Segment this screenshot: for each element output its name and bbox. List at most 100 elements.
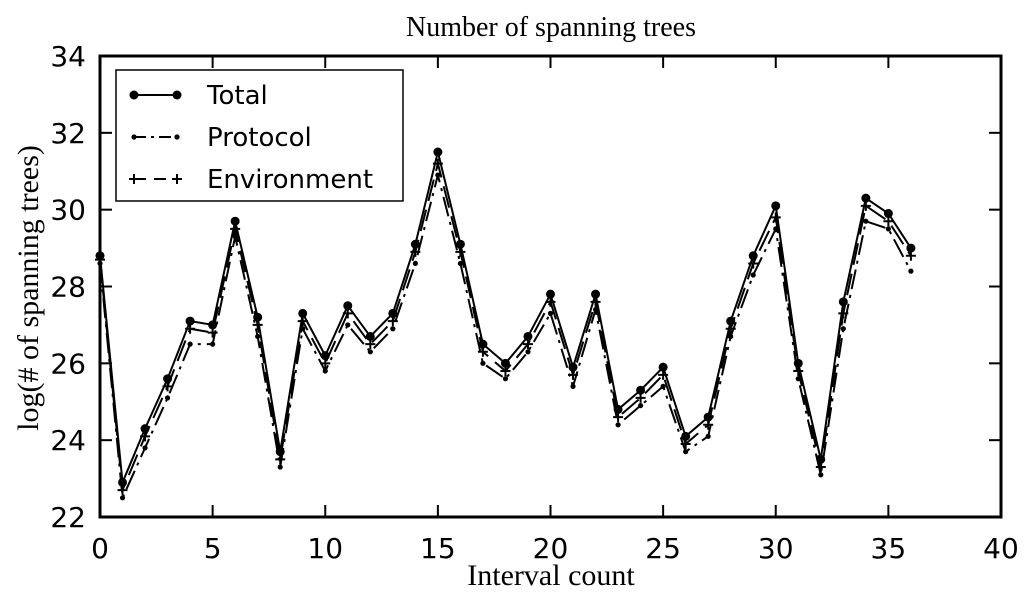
data-point-environment bbox=[883, 216, 894, 227]
x-tick-label: 15 bbox=[420, 532, 456, 565]
series-environment bbox=[95, 158, 916, 496]
series-line-protocol bbox=[99, 174, 912, 499]
plot-area-frame bbox=[98, 54, 1003, 519]
data-point-protocol bbox=[142, 445, 148, 451]
data-point-environment bbox=[748, 258, 759, 269]
legend-marker-environment bbox=[129, 174, 139, 184]
legend-item-total: Total bbox=[129, 81, 268, 111]
data-point-protocol bbox=[277, 464, 283, 470]
data-point-total bbox=[681, 431, 691, 441]
y-tick-label: 30 bbox=[50, 194, 86, 227]
data-point-environment bbox=[117, 485, 128, 496]
data-point-protocol bbox=[255, 333, 261, 340]
data-point-protocol bbox=[615, 422, 621, 428]
data-point-environment bbox=[793, 366, 804, 377]
ticks-layer: 0 5 10 15 20 25 30 35 40 22 24 26 28 30 32 34 bbox=[50, 40, 1018, 565]
data-point-total bbox=[546, 289, 555, 299]
legend-marker-environment bbox=[172, 174, 182, 184]
x-tick-label: 5 bbox=[204, 532, 222, 565]
data-point-environment bbox=[252, 319, 263, 330]
data-point-environment bbox=[725, 323, 736, 334]
data-point-environment bbox=[140, 431, 151, 442]
data-point-total bbox=[433, 147, 443, 157]
data-point-protocol bbox=[840, 326, 846, 332]
data-point-total bbox=[343, 301, 353, 311]
series-line-environment bbox=[99, 162, 912, 492]
data-point-environment bbox=[860, 200, 871, 211]
data-point-environment bbox=[545, 296, 556, 307]
legend-label-protocol: Protocol bbox=[207, 123, 312, 153]
data-point-environment bbox=[815, 462, 826, 473]
data-point-protocol bbox=[187, 341, 193, 347]
data-point-total bbox=[455, 239, 465, 249]
data-point-protocol bbox=[322, 368, 328, 374]
data-point-protocol bbox=[570, 383, 576, 389]
data-point-environment bbox=[905, 250, 916, 261]
series-total bbox=[95, 147, 916, 487]
data-point-environment bbox=[770, 212, 781, 223]
data-point-total bbox=[861, 193, 871, 203]
data-point-environment bbox=[568, 369, 579, 380]
data-point-environment bbox=[387, 316, 398, 327]
data-point-protocol bbox=[547, 310, 554, 316]
legend-items: Total Protocol Environment bbox=[129, 81, 373, 195]
data-point-protocol bbox=[638, 402, 644, 409]
data-point-environment bbox=[477, 346, 488, 357]
data-point-total bbox=[771, 201, 781, 211]
series-protocol bbox=[97, 172, 914, 501]
series-layer bbox=[95, 147, 916, 501]
data-point-protocol bbox=[210, 341, 216, 347]
data-point-protocol bbox=[435, 172, 441, 178]
data-point-protocol bbox=[390, 326, 396, 332]
legend-marker-protocol bbox=[131, 134, 137, 140]
x-tick-label: 40 bbox=[983, 532, 1019, 565]
data-point-total bbox=[838, 297, 848, 307]
x-tick-label: 20 bbox=[533, 532, 569, 565]
data-point-environment bbox=[838, 308, 849, 319]
data-point-total bbox=[523, 331, 533, 341]
data-point-environment bbox=[207, 327, 218, 338]
data-point-total bbox=[906, 243, 916, 253]
y-tick-label: 26 bbox=[50, 347, 86, 380]
data-point-environment bbox=[410, 246, 421, 257]
data-point-protocol bbox=[885, 226, 891, 232]
data-point-total bbox=[298, 308, 308, 318]
y-axis-label: log(# of spanning trees) bbox=[12, 145, 45, 431]
legend-label-total: Total bbox=[206, 81, 268, 111]
data-point-total bbox=[500, 358, 510, 368]
legend-label-environment: Environment bbox=[207, 165, 373, 195]
data-point-total bbox=[748, 251, 758, 261]
x-tick-label: 35 bbox=[871, 532, 907, 565]
data-point-protocol bbox=[525, 349, 531, 355]
data-point-protocol bbox=[367, 349, 373, 355]
legend-item-protocol: Protocol bbox=[131, 123, 312, 153]
y-tick-label: 22 bbox=[50, 501, 86, 534]
data-point-total bbox=[185, 316, 195, 326]
data-point-environment bbox=[275, 454, 286, 465]
data-point-environment bbox=[230, 223, 241, 234]
data-point-environment bbox=[297, 316, 308, 327]
data-point-protocol bbox=[750, 272, 756, 278]
legend-marker-total bbox=[172, 90, 182, 100]
data-point-environment bbox=[365, 339, 376, 350]
data-point-protocol bbox=[412, 260, 418, 267]
x-axis-label: Interval count bbox=[467, 559, 635, 592]
legend: Total Protocol Environment bbox=[115, 69, 404, 202]
data-point-protocol bbox=[345, 322, 351, 328]
chart-title: Number of spanning trees bbox=[406, 12, 696, 43]
data-point-environment bbox=[185, 323, 196, 334]
data-point-environment bbox=[613, 412, 624, 423]
data-point-environment bbox=[522, 339, 533, 350]
data-point-protocol bbox=[705, 433, 711, 439]
data-point-environment bbox=[703, 419, 714, 430]
x-tick-label: 0 bbox=[91, 532, 109, 565]
data-point-environment bbox=[432, 158, 443, 169]
data-point-total bbox=[230, 216, 240, 226]
legend-item-environment: Environment bbox=[129, 165, 373, 195]
data-point-environment bbox=[680, 439, 691, 450]
data-point-total bbox=[591, 289, 601, 299]
data-point-total bbox=[365, 331, 375, 341]
data-point-total bbox=[883, 209, 893, 219]
data-point-protocol bbox=[502, 376, 509, 382]
